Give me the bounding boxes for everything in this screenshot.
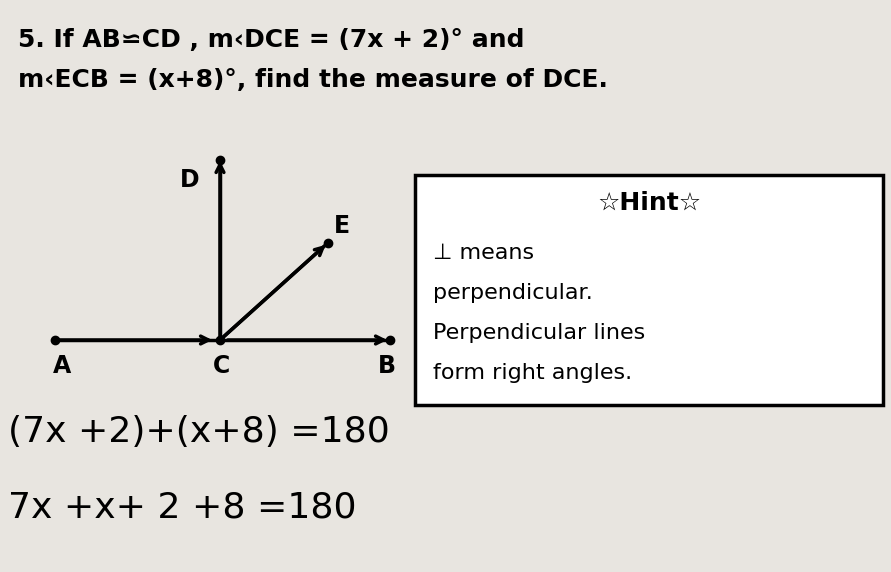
- Text: A: A: [53, 354, 71, 378]
- Text: Perpendicular lines: Perpendicular lines: [433, 323, 645, 343]
- Text: C: C: [213, 354, 231, 378]
- Text: D: D: [180, 168, 200, 192]
- Bar: [415, 175, 883, 405]
- Text: 7x +x+ 2 +8 =180: 7x +x+ 2 +8 =180: [8, 490, 356, 524]
- Text: E: E: [334, 214, 350, 238]
- Text: m‹ECB = (x+8)°, find the measure of DCE.: m‹ECB = (x+8)°, find the measure of DCE.: [18, 68, 608, 92]
- Text: 5. If AB⋍CD , m‹DCE = (7x + 2)° and: 5. If AB⋍CD , m‹DCE = (7x + 2)° and: [18, 28, 525, 52]
- Text: perpendicular.: perpendicular.: [433, 283, 593, 303]
- Text: B: B: [378, 354, 396, 378]
- Text: (7x +2)+(x+8) =180: (7x +2)+(x+8) =180: [8, 415, 389, 449]
- Text: ⊥ means: ⊥ means: [433, 243, 534, 263]
- Text: ☆Hint☆: ☆Hint☆: [597, 191, 701, 215]
- Text: form right angles.: form right angles.: [433, 363, 632, 383]
